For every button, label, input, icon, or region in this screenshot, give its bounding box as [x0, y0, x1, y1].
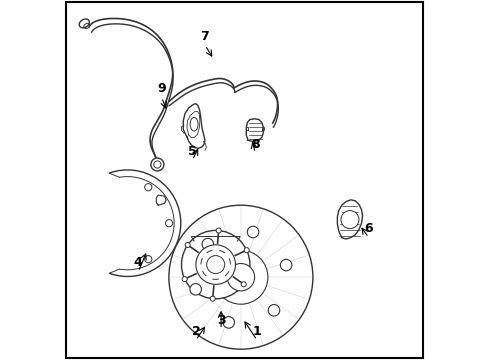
- Text: 6: 6: [364, 222, 372, 235]
- Circle shape: [223, 317, 234, 328]
- Circle shape: [227, 264, 254, 291]
- Circle shape: [247, 226, 258, 238]
- Circle shape: [144, 256, 152, 263]
- Text: 7: 7: [200, 30, 209, 42]
- Circle shape: [151, 158, 163, 171]
- Text: 9: 9: [157, 82, 165, 95]
- Circle shape: [202, 238, 213, 250]
- Text: 4: 4: [134, 256, 142, 269]
- Circle shape: [244, 248, 249, 253]
- Polygon shape: [337, 200, 362, 239]
- Text: 3: 3: [216, 314, 225, 327]
- Circle shape: [196, 245, 235, 284]
- Circle shape: [144, 184, 152, 191]
- Circle shape: [182, 276, 187, 282]
- Circle shape: [216, 228, 221, 233]
- Text: 2: 2: [191, 325, 200, 338]
- Circle shape: [210, 296, 215, 301]
- Polygon shape: [245, 127, 247, 130]
- Circle shape: [181, 230, 249, 299]
- Circle shape: [185, 243, 190, 248]
- Polygon shape: [156, 195, 166, 205]
- Text: 5: 5: [187, 145, 196, 158]
- Text: 1: 1: [252, 325, 261, 338]
- Ellipse shape: [190, 117, 198, 131]
- Circle shape: [268, 305, 279, 316]
- Circle shape: [165, 220, 172, 227]
- Circle shape: [241, 282, 246, 287]
- Circle shape: [206, 256, 224, 274]
- Circle shape: [168, 205, 312, 349]
- Circle shape: [189, 284, 201, 295]
- Polygon shape: [261, 127, 264, 130]
- Circle shape: [213, 250, 267, 304]
- Circle shape: [280, 259, 291, 271]
- Polygon shape: [246, 119, 263, 141]
- Circle shape: [340, 211, 358, 229]
- Text: 8: 8: [250, 138, 259, 150]
- Ellipse shape: [79, 19, 89, 28]
